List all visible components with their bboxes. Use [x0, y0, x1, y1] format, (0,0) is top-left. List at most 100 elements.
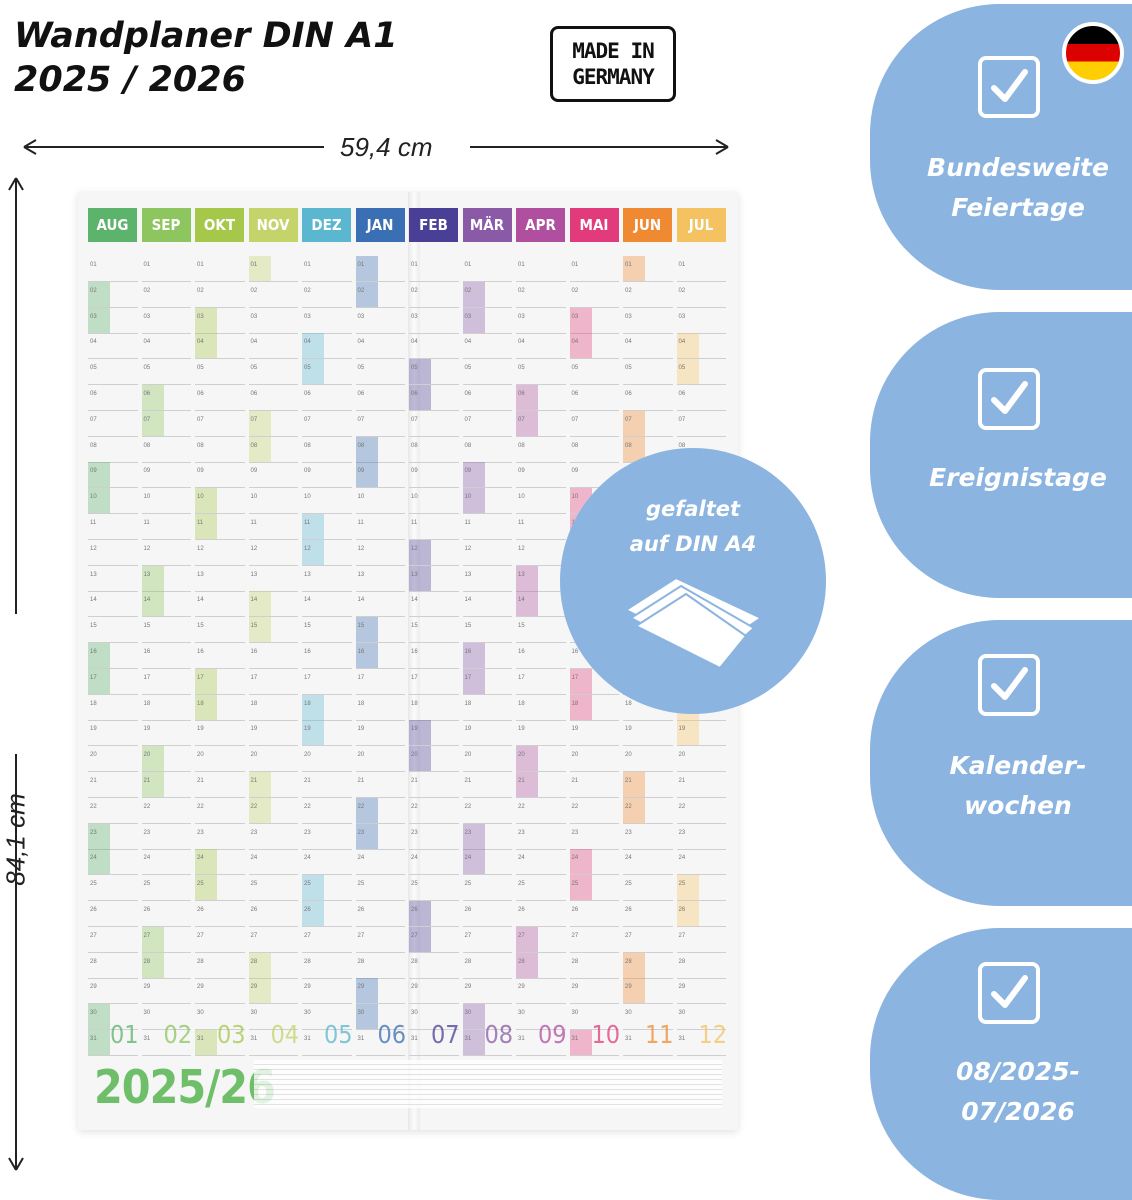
weekend-block	[141, 385, 164, 410]
month-number: 03	[217, 1020, 246, 1049]
day-row: 04	[462, 333, 512, 360]
weekend-block	[355, 1004, 378, 1030]
day-row: 28	[516, 952, 566, 979]
day-row: 03	[569, 307, 619, 334]
day-number: 02	[250, 287, 258, 294]
day-row: 20	[569, 746, 619, 773]
day-number: 05	[197, 365, 204, 372]
weekend-block	[516, 385, 538, 410]
weekend-block	[569, 333, 592, 359]
day-row: 02	[462, 281, 512, 308]
day-number: 07	[304, 416, 311, 423]
weekend-block	[195, 307, 217, 333]
day-number: 18	[518, 700, 525, 707]
day-number: 26	[357, 907, 365, 913]
day-row: 01	[195, 256, 245, 282]
day-number: 20	[571, 752, 579, 759]
day-number: 06	[411, 391, 418, 397]
weekend-block	[355, 256, 378, 281]
day-number: 03	[678, 313, 686, 320]
day-row: 23	[409, 824, 459, 850]
day-number: 03	[304, 313, 311, 320]
weekend-block	[195, 849, 217, 875]
month-number: 11	[645, 1020, 674, 1049]
day-number: 04	[411, 339, 418, 346]
day-row: 13	[248, 566, 298, 592]
day-row: 16	[195, 643, 245, 669]
weekend-block	[569, 875, 592, 901]
weekend-block	[141, 565, 164, 591]
feature-line1: 08/2025-	[956, 1057, 1080, 1086]
day-row: 14	[516, 591, 566, 618]
weekend-block	[141, 591, 164, 617]
day-number: 25	[197, 881, 204, 888]
month-header: APR	[516, 208, 565, 242]
day-number: 03	[625, 313, 632, 320]
day-number: 25	[625, 881, 632, 888]
day-number: 24	[625, 855, 632, 862]
day-row: 01	[141, 256, 191, 282]
day-number: 25	[518, 881, 525, 888]
day-row: 27	[88, 927, 138, 953]
checkbox-icon	[978, 962, 1040, 1024]
day-number: 23	[464, 829, 472, 836]
day-row: 29	[355, 978, 405, 1005]
day-number: 18	[357, 700, 365, 707]
day-row: 29	[141, 978, 191, 1005]
day-row: 06	[302, 385, 352, 411]
day-number: 10	[571, 494, 579, 501]
day-number: 27	[411, 932, 418, 939]
day-number: 07	[678, 416, 686, 423]
day-number: 29	[357, 984, 365, 991]
day-row: 24	[88, 849, 138, 876]
month-number: 06	[377, 1020, 407, 1049]
day-row: 04	[88, 333, 138, 360]
day-number: 28	[304, 958, 311, 965]
day-row: 04	[569, 333, 619, 360]
weekend-block	[676, 333, 699, 359]
weekend-block	[462, 643, 485, 668]
day-number: 26	[250, 907, 258, 913]
day-row: 28	[623, 952, 673, 979]
folded-paper-icon	[623, 576, 764, 670]
day-number: 01	[518, 262, 525, 268]
weekend-block	[248, 436, 271, 462]
day-number: 19	[143, 726, 151, 733]
day-row: 25	[569, 875, 619, 902]
feature-date-range: 08/2025- 07/2026	[870, 928, 1132, 1200]
day-number: 02	[411, 287, 418, 294]
day-row: 10	[88, 488, 138, 515]
day-number: 09	[304, 468, 311, 475]
day-number: 29	[518, 984, 525, 991]
day-row: 21	[88, 772, 138, 798]
day-number: 17	[250, 674, 258, 681]
weekend-block	[248, 978, 271, 1004]
day-row: 20	[88, 746, 138, 773]
weekend-block	[355, 643, 378, 668]
day-number: 29	[625, 984, 632, 991]
weekend-block	[569, 668, 592, 694]
day-row: 05	[676, 359, 726, 386]
day-row: 19	[409, 720, 459, 747]
day-row: 12	[195, 540, 245, 566]
day-number: 30	[197, 1010, 204, 1017]
day-number: 08	[90, 442, 97, 449]
weekend-block	[302, 359, 324, 385]
day-number: 15	[90, 623, 97, 630]
day-row: 07	[462, 411, 512, 437]
day-number: 30	[678, 1010, 686, 1017]
day-row: 01	[676, 256, 726, 282]
day-number: 19	[197, 726, 204, 733]
day-row: 25	[516, 875, 566, 902]
day-row: 18	[355, 695, 405, 721]
day-number: 02	[143, 287, 151, 294]
day-number: 22	[571, 803, 579, 810]
day-row: 27	[355, 927, 405, 953]
day-row: 11	[141, 514, 191, 540]
day-row: 02	[355, 281, 405, 308]
day-number: 31	[143, 1036, 151, 1042]
day-number: 05	[304, 365, 311, 372]
day-row: 20	[141, 746, 191, 773]
day-row: 10	[248, 488, 298, 515]
day-row: 04	[516, 333, 566, 360]
